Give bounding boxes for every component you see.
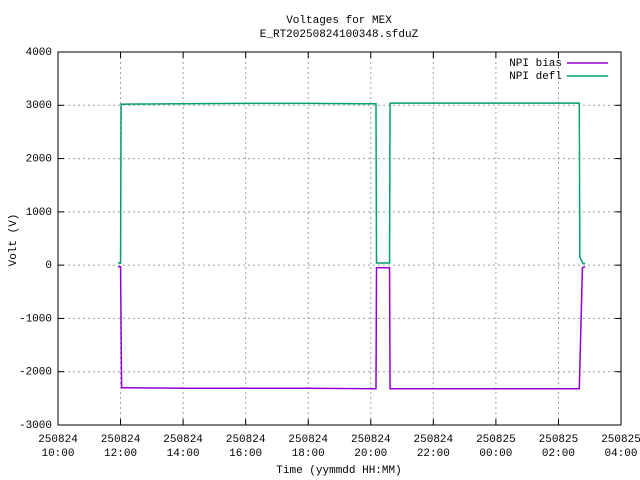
x-tick-label: 12:00 [104,448,137,460]
y-tick-label: 2000 [26,153,52,165]
legend-label: NPI bias [509,58,562,70]
x-tick-label: 20:00 [354,448,387,460]
x-tick-label: 04:00 [604,448,637,460]
x-tick-label: 250825 [539,434,579,446]
x-tick-label: 22:00 [417,448,450,460]
y-tick-label: -1000 [19,313,52,325]
chart-title: Voltages for MEX [286,15,392,27]
x-axis-label: Time (yymmdd HH:MM) [276,465,401,477]
x-tick-label: 14:00 [167,448,200,460]
x-tick-label: 250824 [414,434,454,446]
x-tick-label: 18:00 [292,448,325,460]
x-tick-label: 00:00 [479,448,512,460]
x-tick-label: 16:00 [229,448,262,460]
y-tick-label: 4000 [26,47,52,59]
y-tick-label: -2000 [19,367,52,379]
x-tick-label: 250824 [226,434,266,446]
x-tick-label: 02:00 [542,448,575,460]
x-tick-label: 250824 [288,434,328,446]
series-line [117,265,586,390]
x-tick-label: 250824 [163,434,203,446]
y-tick-label: 1000 [26,207,52,219]
y-tick-label: 3000 [26,100,52,112]
x-tick-label: 10:00 [41,448,74,460]
x-tick-label: 250824 [101,434,141,446]
x-tick-label: 250824 [38,434,78,446]
y-tick-label: 0 [45,260,52,272]
x-tick-label: 250825 [476,434,516,446]
y-tick-label: -3000 [19,420,52,432]
y-axis-label: Volt (V) [8,214,20,267]
x-tick-label: 250825 [601,434,640,446]
plot-frame [57,51,622,426]
chart-subtitle: E_RT20250824100348.sfduZ [260,29,419,41]
x-tick-label: 250824 [351,434,391,446]
legend-label: NPI defl [509,71,562,83]
series-line [117,102,586,265]
